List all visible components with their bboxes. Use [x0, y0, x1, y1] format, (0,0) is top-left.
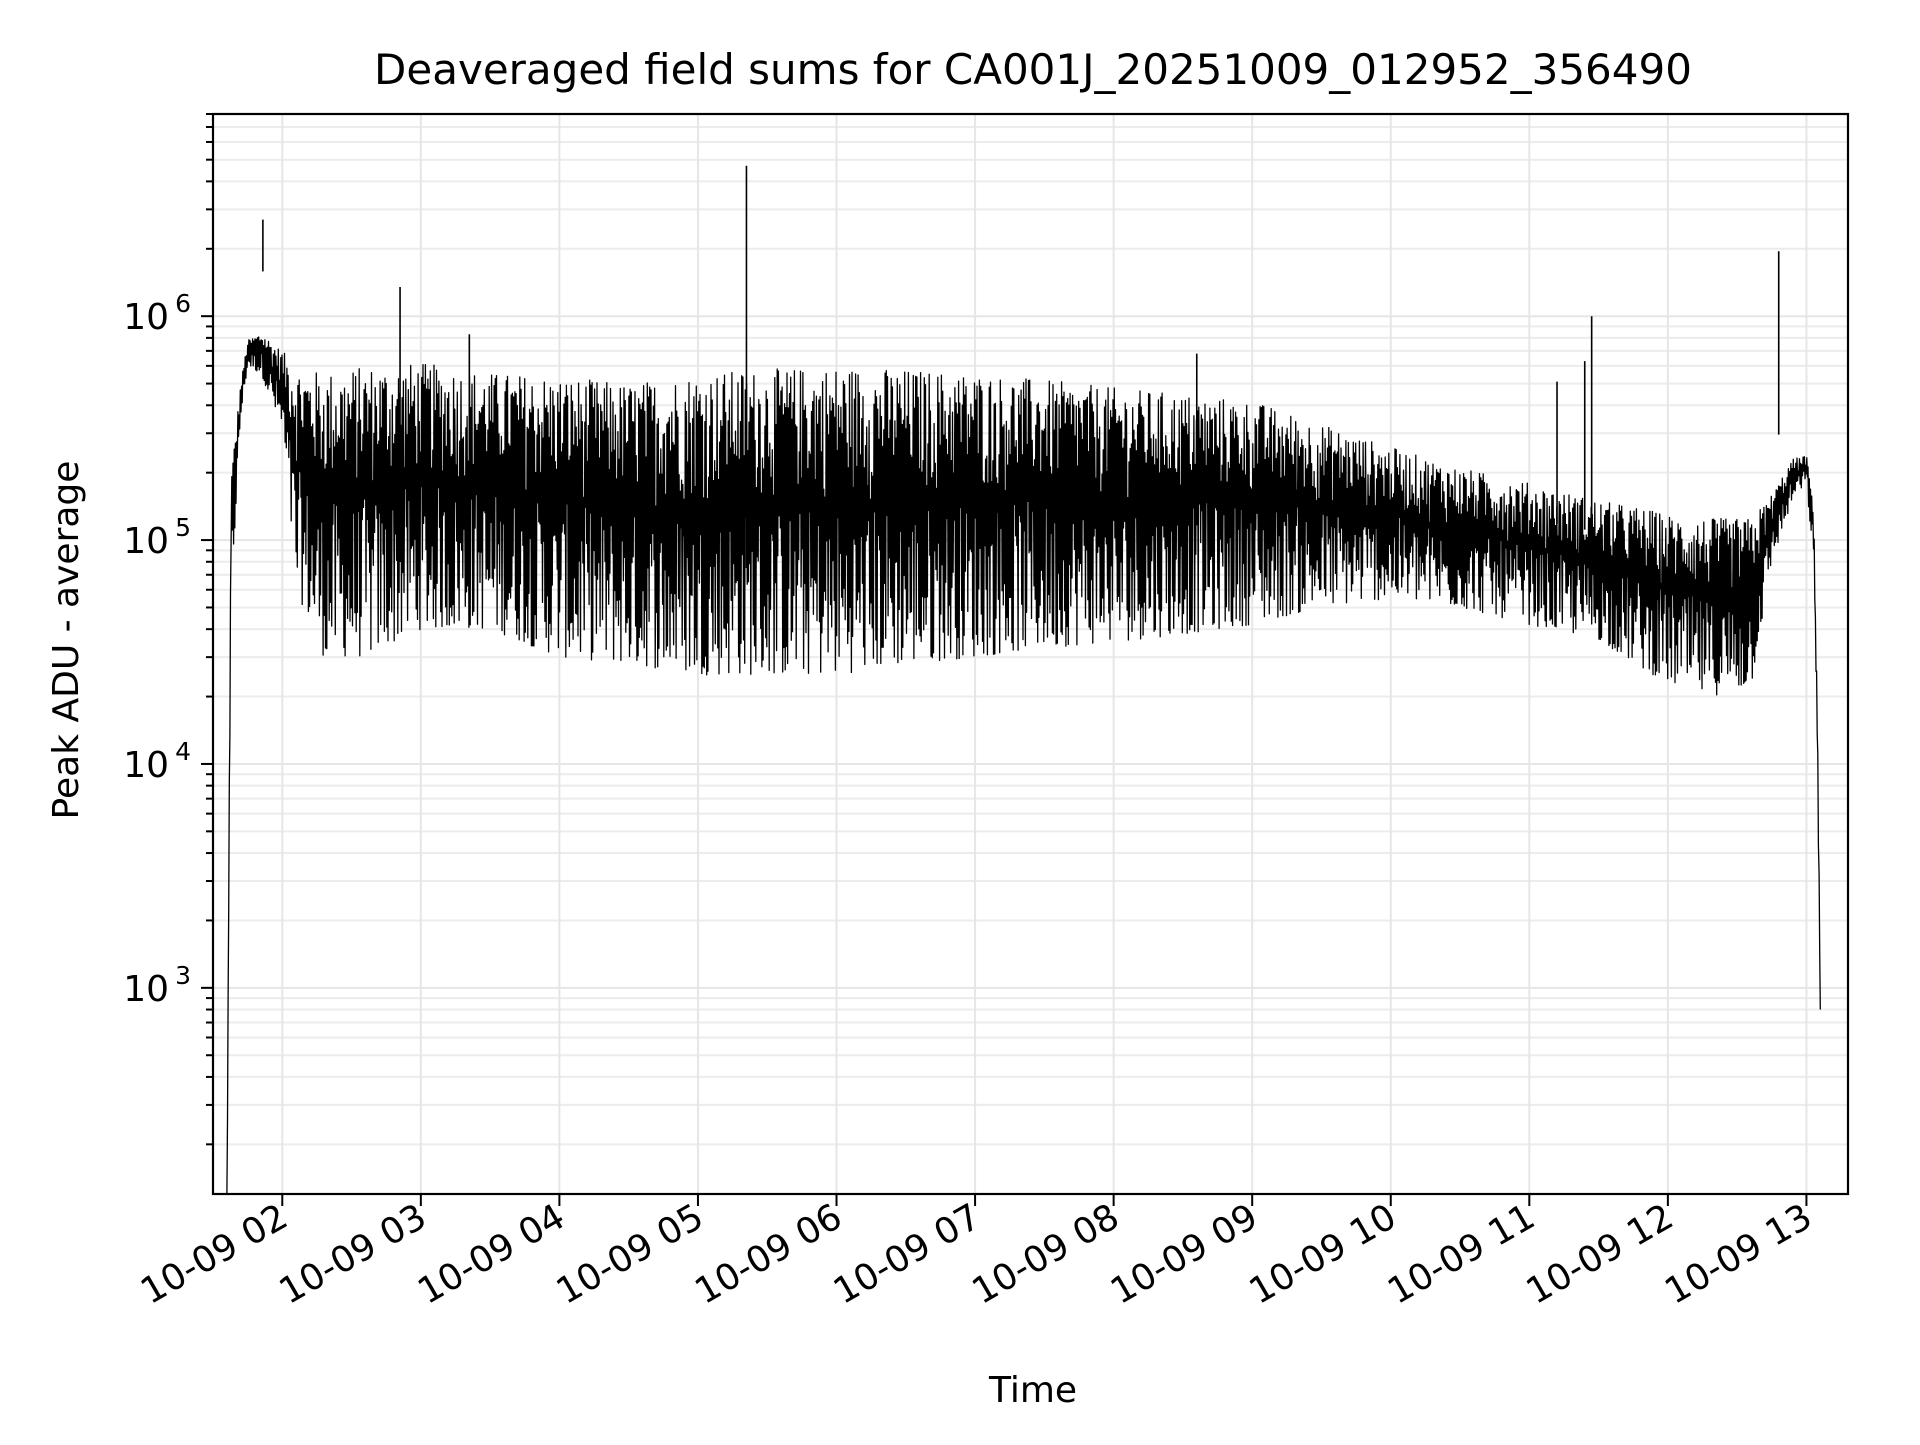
- y-tick-label: 10: [123, 297, 169, 338]
- y-tick-base: 10: [123, 745, 169, 786]
- y-tick-base: 10: [123, 969, 169, 1010]
- y-tick-label: 10: [123, 521, 169, 562]
- data-series: [226, 165, 1821, 1195]
- y-axis-label: Peak ADU - average: [46, 461, 87, 820]
- y-tick-base: 10: [123, 297, 169, 338]
- x-axis-label: Time: [988, 1370, 1077, 1411]
- series-line: [226, 336, 1821, 1195]
- y-tick-exponent: 5: [175, 513, 191, 542]
- y-tick-exponent: 3: [175, 961, 191, 990]
- grid-lines: [213, 113, 1848, 1194]
- y-tick-exponent: 4: [175, 737, 191, 766]
- plot-frame: [211, 112, 1850, 1196]
- y-tick-label: 10: [123, 969, 169, 1010]
- y-tick-exponent: 6: [175, 289, 191, 318]
- y-tick-base: 10: [123, 521, 169, 562]
- chart-title: Deaveraged field sums for CA001J_2025100…: [374, 45, 1692, 94]
- y-tick-label: 10: [123, 745, 169, 786]
